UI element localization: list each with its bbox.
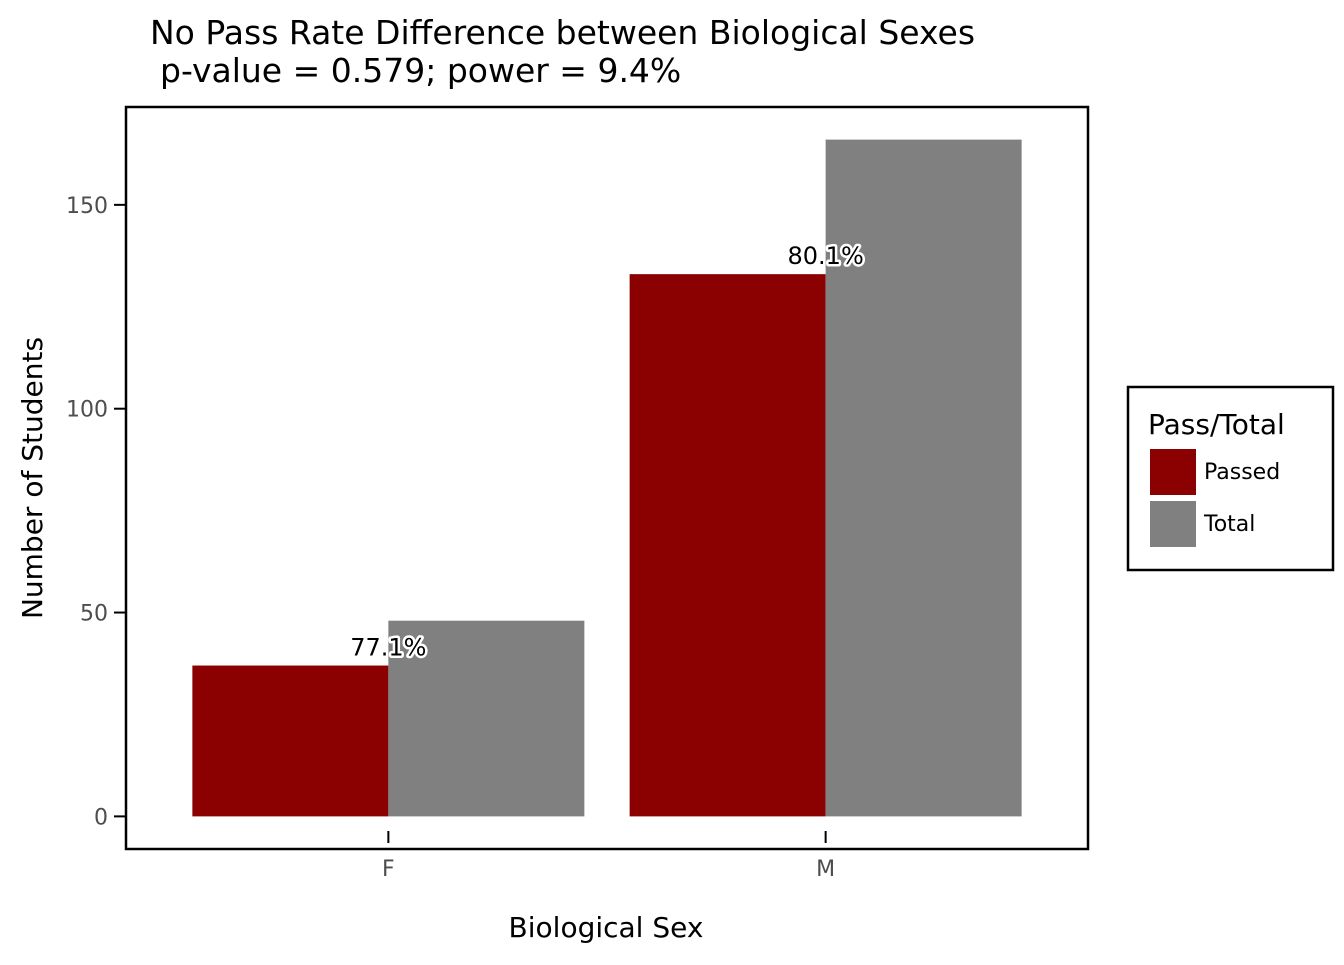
- x-tick-label: M: [816, 857, 835, 882]
- bar-data-label: 80.1%: [788, 242, 864, 270]
- legend: Pass/Total Passed Total: [1126, 385, 1335, 572]
- plot-area: 77.1% 80.1% 0 50 100 150 F M: [66, 105, 1090, 882]
- y-tick-label: 50: [80, 602, 108, 627]
- bar-passed-M: [629, 274, 826, 817]
- plot-panel-border: [124, 105, 1090, 851]
- x-axis-title: Biological Sex: [509, 911, 704, 944]
- x-tick-label: F: [382, 857, 395, 882]
- bar-total-F: [388, 620, 585, 817]
- y-tick-label: 150: [66, 194, 108, 219]
- legend-swatch-total: [1150, 501, 1196, 547]
- legend-label-passed: Passed: [1204, 460, 1280, 485]
- y-tick-label: 100: [66, 398, 108, 423]
- y-axis-title: Number of Students: [16, 337, 49, 619]
- legend-label-total: Total: [1203, 512, 1255, 537]
- chart-title: No Pass Rate Difference between Biologic…: [150, 13, 975, 52]
- chart-subtitle: p-value = 0.579; power = 9.4%: [160, 51, 681, 90]
- legend-swatch-passed: [1150, 449, 1196, 495]
- y-tick-label: 0: [94, 805, 108, 830]
- bar-passed-F: [192, 665, 389, 817]
- legend-title: Pass/Total: [1148, 408, 1285, 441]
- bar-total-M: [825, 139, 1022, 817]
- bar-data-label: 77.1%: [350, 634, 426, 662]
